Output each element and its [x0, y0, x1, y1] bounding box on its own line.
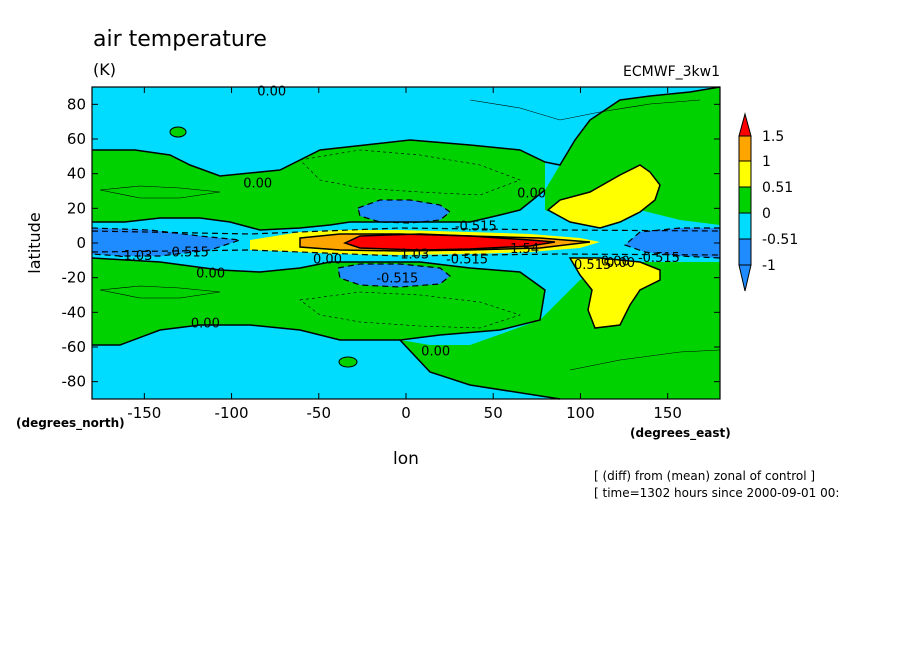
- y-axis-label: latitude: [25, 212, 44, 273]
- y-tick-label: -80: [62, 373, 87, 391]
- region-east-south-high: [570, 258, 660, 328]
- footnote-line-2: [ time=1302 hours since 2000-09-01 00:: [594, 486, 839, 500]
- x-tick-label: 100: [566, 404, 595, 422]
- y-tick-label: -20: [62, 269, 87, 287]
- dataset-label: ECMWF_3kw1: [623, 64, 720, 80]
- y-tick-label: -40: [62, 303, 87, 321]
- contour-label: -0.515: [638, 251, 680, 266]
- contour-label: -1.03: [119, 249, 153, 264]
- contour-label: 0.00: [257, 84, 286, 99]
- x-tick-label: 50: [484, 404, 503, 422]
- colorbar-label: 0.51: [762, 180, 793, 196]
- x-tick-label: 150: [653, 404, 682, 422]
- island-north: [169, 126, 187, 138]
- footnote-line-1: [ (diff) from (mean) zonal of control ]: [594, 469, 815, 483]
- y-tick-label: 0: [76, 234, 86, 252]
- chart-title: air temperature: [93, 27, 267, 52]
- x-tick-label: -150: [127, 404, 161, 422]
- contour-label: 1.54: [510, 242, 539, 257]
- contour-label: 0.00: [601, 254, 630, 269]
- y-tick-label: 60: [67, 130, 86, 148]
- chart-units: (K): [93, 60, 116, 79]
- colorbar-arrow-bottom: [738, 264, 752, 292]
- contour-label: -0.515: [376, 272, 418, 287]
- y-axis-ticks: 80 60 40 20 0 -20 -40 -60 -80: [62, 95, 720, 391]
- region-south-negative: [338, 264, 450, 287]
- contour-label: 0.00: [313, 253, 342, 268]
- colorbar-label: -1: [762, 258, 776, 274]
- colorbar-bin-4: [738, 212, 752, 240]
- colorbar-label: 0: [762, 206, 771, 222]
- contour-label: 0.00: [191, 317, 220, 332]
- contour-label: -0.515: [455, 220, 497, 235]
- contour-label: 1.03: [400, 247, 429, 262]
- colorbar-bin-5: [738, 238, 752, 266]
- colorbar-label: -0.51: [762, 232, 798, 248]
- y-tick-label: 40: [67, 165, 86, 183]
- region-east-negative: [625, 228, 720, 258]
- region-south-east-positive: [400, 262, 720, 399]
- colorbar-label: 1: [762, 154, 771, 170]
- y-tick-label: 20: [67, 199, 86, 217]
- x-tick-label: 0: [401, 404, 411, 422]
- contour-label: -0.515: [167, 246, 209, 261]
- plot-area: [91, 86, 721, 400]
- x-axis-ticks: -150 -100 -50 0 50 100 150: [127, 87, 682, 422]
- contour-label: 0.00: [421, 344, 450, 359]
- colorbar-arrow-top: [738, 112, 752, 137]
- contour-label: 0.00: [517, 187, 546, 202]
- y-tick-label: 80: [67, 95, 86, 113]
- contour-label: 0.515: [574, 258, 611, 273]
- contour-label: 0.00: [606, 256, 635, 271]
- x-units-label: (degrees_east): [630, 426, 731, 441]
- colorbar-bin-3: [738, 186, 752, 214]
- contour-label: 0.00: [243, 176, 272, 191]
- island-south: [338, 356, 358, 368]
- colorbar-bin-1: [738, 135, 752, 162]
- region-west-negative: [92, 228, 240, 256]
- colorbar-labels: 1.5 1 0.51 0 -0.51 -1: [762, 129, 798, 274]
- colorbar-label: 1.5: [762, 129, 784, 145]
- contour-label: -0.515: [446, 253, 488, 268]
- x-tick-label: -50: [307, 404, 332, 422]
- y-units-label: (degrees_north): [16, 416, 125, 431]
- x-axis-label: lon: [393, 449, 419, 469]
- region-equatorial-red: [345, 234, 555, 250]
- y-tick-label: -60: [62, 338, 87, 356]
- region-north-negative: [358, 200, 450, 223]
- contour-label: 0.00: [196, 266, 225, 281]
- colorbar-bin-2: [738, 160, 752, 188]
- region-north-east-positive: [545, 87, 720, 225]
- contour-labels: 0.000.000.000.000.000.000.000.000.00-1.0…: [119, 84, 680, 359]
- x-tick-label: -100: [215, 404, 249, 422]
- region-east-north-high: [548, 165, 660, 228]
- colorbar: [738, 112, 752, 292]
